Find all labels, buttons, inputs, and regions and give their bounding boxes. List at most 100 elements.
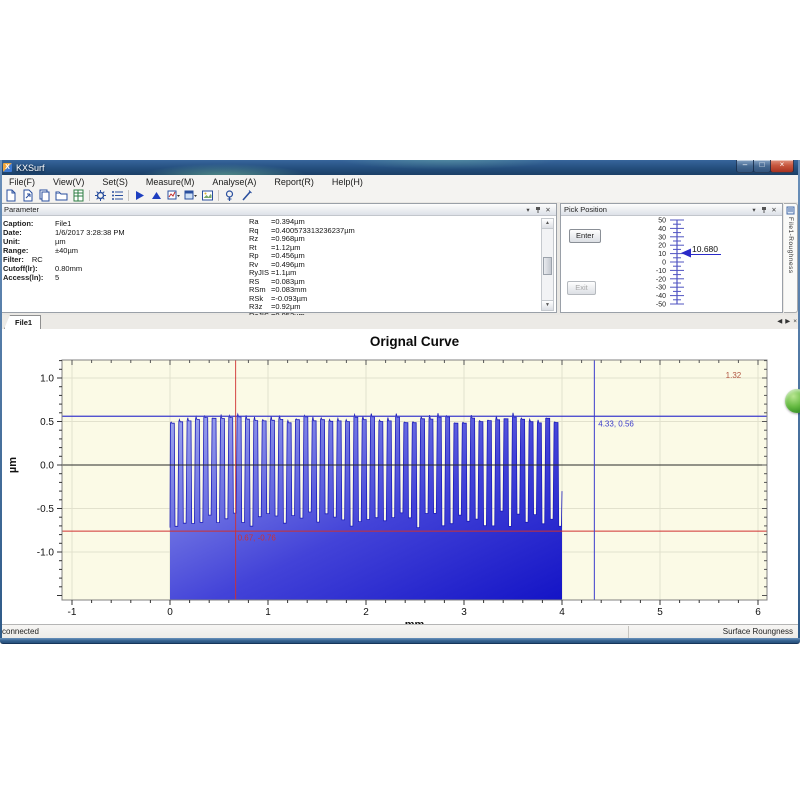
field-value: 5 (55, 273, 60, 282)
field-value: 0.80mm (55, 264, 83, 273)
svg-text:3: 3 (461, 607, 467, 618)
result-name: Rz (249, 234, 259, 244)
settings-gear-icon[interactable] (92, 189, 109, 202)
menu-item-analyse[interactable]: Analyse(A) (212, 176, 257, 187)
export-image-icon[interactable] (199, 189, 216, 202)
svg-text:mm: mm (405, 619, 425, 624)
close-button[interactable]: × (770, 160, 794, 173)
tab-close-icon[interactable]: × (793, 318, 797, 325)
status-bar: connected Surface Roungness (0, 624, 800, 639)
parameter-field-row: Filter: RC (3, 255, 243, 264)
copy-icon[interactable] (36, 189, 53, 202)
parameter-field-row: Cutoff(lr): 0.80mm (3, 264, 243, 273)
tab-scroll-left-icon[interactable]: ◀ (777, 318, 783, 325)
field-label: Range: (3, 246, 29, 255)
menu-item-help[interactable]: Help(H) (331, 176, 363, 187)
result-row: Rq =0.400573313236237µm (249, 225, 355, 236)
minimize-button[interactable]: – (736, 160, 754, 173)
report-window-dropdown-icon[interactable] (182, 189, 199, 202)
scroll-down-icon[interactable]: ▼ (542, 300, 553, 310)
title-bar[interactable]: X KXSurf – □ × (0, 160, 800, 175)
enter-button[interactable]: Enter (569, 229, 601, 243)
menu-bar: File(F) View(V) Set(S) Measure(M) Analyse(A)… (0, 175, 800, 188)
field-label: Cutoff(lr): (3, 264, 38, 273)
result-name: Rp (249, 251, 259, 261)
svg-text:0.67, -0.76: 0.67, -0.76 (238, 534, 277, 543)
parameter-fields: Caption: File1 Date: 1/6/2017 3:28:38 PM Uni… (3, 219, 243, 282)
pick-position-header[interactable]: Pick Position ▾ ✕ (561, 204, 782, 216)
exit-button[interactable]: Exit (567, 281, 596, 295)
toolbar-separator (218, 189, 219, 201)
menu-item-measure[interactable]: Measure(M) (145, 176, 195, 187)
result-value: =0.083µm (271, 276, 305, 286)
panel-close-icon[interactable]: ✕ (771, 206, 777, 214)
parameter-scrollbar[interactable]: ▲ ▼ (541, 218, 554, 311)
result-value: =0.456µm (271, 251, 305, 261)
panel-menu-icon[interactable]: ▾ (526, 206, 530, 214)
result-value: =-0.093µm (271, 293, 308, 303)
tab-file1[interactable]: File1 (4, 315, 42, 329)
panel-pin-icon[interactable] (533, 205, 543, 214)
menu-item-file[interactable]: File(F) (9, 176, 35, 187)
analyse-chart-dropdown-icon[interactable] (165, 189, 182, 202)
excel-export-icon[interactable] (70, 189, 87, 202)
app-window: X KXSurf – □ × File(F) View(V) Set(S) Measu… (0, 160, 800, 644)
scroll-up-icon[interactable]: ▲ (542, 219, 553, 229)
panel-pin-icon[interactable] (759, 205, 769, 214)
measure-stop-icon[interactable] (148, 189, 165, 202)
svg-text:-30: -30 (656, 285, 666, 292)
tab-nav-controls: ◀ ▶ × (777, 317, 797, 327)
open-file-icon[interactable] (19, 189, 36, 202)
svg-text:0.5: 0.5 (40, 417, 54, 428)
quick-access-button[interactable] (785, 389, 800, 413)
svg-text:-20: -20 (656, 276, 666, 283)
result-name: RSm (249, 285, 266, 295)
svg-text:10: 10 (658, 251, 666, 258)
svg-text:30: 30 (658, 234, 666, 241)
window-title: KXSurf (16, 162, 45, 173)
folder-icon[interactable] (53, 189, 70, 202)
field-label: Unit: (3, 237, 21, 246)
svg-text:50: 50 (658, 218, 666, 225)
parameter-panel-header[interactable]: Parameter ▾ ✕ (1, 204, 556, 216)
svg-text:-10: -10 (656, 268, 666, 275)
svg-text:20: 20 (658, 243, 666, 250)
pen-tool-icon[interactable] (238, 189, 255, 202)
result-name: Rv (249, 259, 259, 269)
result-name: Rt (249, 242, 257, 252)
svg-text:10.680: 10.680 (692, 244, 718, 254)
result-name: R3z (249, 302, 263, 312)
menu-item-view[interactable]: View(V) (53, 176, 85, 187)
calibrate-lamp-icon[interactable] (221, 189, 238, 202)
scrollbar-thumb[interactable] (543, 257, 552, 275)
profile-chart[interactable]: 1.32 4.33, 0.56 0.67, -0.76 -1 0 1 2 3 4 5 6 -1.0 -0… (0, 329, 800, 624)
measure-start-icon[interactable] (131, 189, 148, 202)
field-label: Access(ln): (3, 273, 44, 282)
menu-item-report[interactable]: Report(R) (274, 176, 314, 187)
result-value: =0.400573313236237µm (271, 225, 355, 235)
svg-text:-1: -1 (68, 607, 77, 618)
field-value: File1 (55, 219, 72, 228)
side-tab-file1-roughness[interactable]: File1-Roughness (784, 203, 798, 313)
menu-item-set[interactable]: Set(S) (102, 176, 128, 187)
window-left-border (0, 160, 2, 638)
result-row: RSm =0.083mm (249, 286, 355, 295)
new-file-icon[interactable] (2, 189, 19, 202)
app-logo-icon: X (3, 163, 12, 172)
result-value: =0.394µm (271, 217, 305, 226)
panel-menu-icon[interactable]: ▾ (752, 206, 756, 214)
list-properties-icon[interactable] (109, 189, 126, 202)
pick-position-panel: Pick Position ▾ ✕ Enter Exit 50 40 30 20 10 0… (560, 203, 783, 313)
panel-close-icon[interactable]: ✕ (545, 206, 551, 214)
field-value: 1/6/2017 3:28:38 PM (55, 228, 125, 237)
result-name: Rq (249, 225, 259, 235)
tab-scroll-right-icon[interactable]: ▶ (785, 318, 791, 325)
toolbar-separator (89, 189, 90, 201)
svg-text:-50: -50 (656, 302, 666, 309)
toolbar-separator (128, 189, 129, 201)
maximize-button[interactable]: □ (753, 160, 771, 173)
result-value: =0.083mm (271, 285, 307, 295)
field-label: Date: (3, 228, 22, 237)
result-name: RS (249, 276, 260, 286)
